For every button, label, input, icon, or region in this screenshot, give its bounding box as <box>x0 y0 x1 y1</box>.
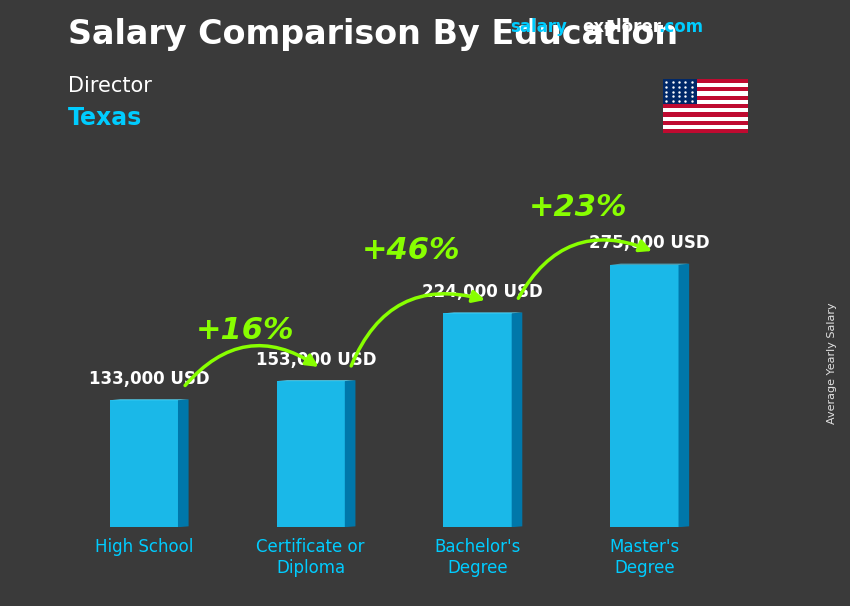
Bar <box>110 400 178 527</box>
Text: Average Yearly Salary: Average Yearly Salary <box>827 303 837 424</box>
Bar <box>663 129 748 133</box>
Polygon shape <box>345 380 355 527</box>
Bar <box>663 121 748 125</box>
Polygon shape <box>276 380 355 381</box>
Bar <box>276 381 345 527</box>
Text: salary: salary <box>510 18 567 36</box>
Text: explorer: explorer <box>582 18 661 36</box>
Text: .com: .com <box>659 18 704 36</box>
Bar <box>663 125 748 129</box>
Bar <box>663 116 748 121</box>
Text: +23%: +23% <box>529 193 627 222</box>
Text: 275,000 USD: 275,000 USD <box>589 234 710 252</box>
Bar <box>610 265 678 527</box>
Bar <box>663 92 748 96</box>
Bar <box>663 87 748 92</box>
Bar <box>663 100 748 104</box>
Bar <box>663 112 748 116</box>
Bar <box>663 104 748 108</box>
Bar <box>663 108 748 112</box>
Bar <box>663 96 748 100</box>
Polygon shape <box>178 399 189 527</box>
Polygon shape <box>110 399 189 400</box>
Bar <box>663 83 748 87</box>
Polygon shape <box>678 264 689 527</box>
Polygon shape <box>610 264 689 265</box>
Text: Director: Director <box>68 76 152 96</box>
Bar <box>663 79 697 104</box>
Bar <box>444 313 512 527</box>
Text: +16%: +16% <box>196 316 294 345</box>
Text: Salary Comparison By Education: Salary Comparison By Education <box>68 18 678 51</box>
Text: Texas: Texas <box>68 106 142 130</box>
Text: 133,000 USD: 133,000 USD <box>89 370 209 388</box>
Text: 153,000 USD: 153,000 USD <box>256 350 377 368</box>
Text: +46%: +46% <box>362 236 461 265</box>
Polygon shape <box>512 313 522 527</box>
Text: 224,000 USD: 224,000 USD <box>422 283 543 301</box>
Bar <box>663 79 748 83</box>
